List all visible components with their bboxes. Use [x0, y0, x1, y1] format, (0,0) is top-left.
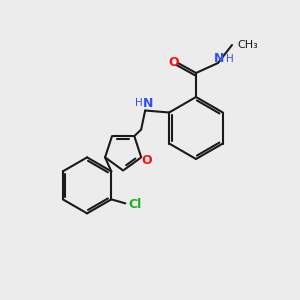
Text: N: N — [214, 52, 224, 64]
Text: Cl: Cl — [128, 198, 142, 211]
Text: O: O — [141, 154, 152, 167]
Text: N: N — [143, 97, 153, 110]
Text: H: H — [135, 98, 143, 109]
Text: O: O — [169, 56, 179, 68]
Text: CH₃: CH₃ — [237, 40, 258, 50]
Text: H: H — [226, 54, 234, 64]
